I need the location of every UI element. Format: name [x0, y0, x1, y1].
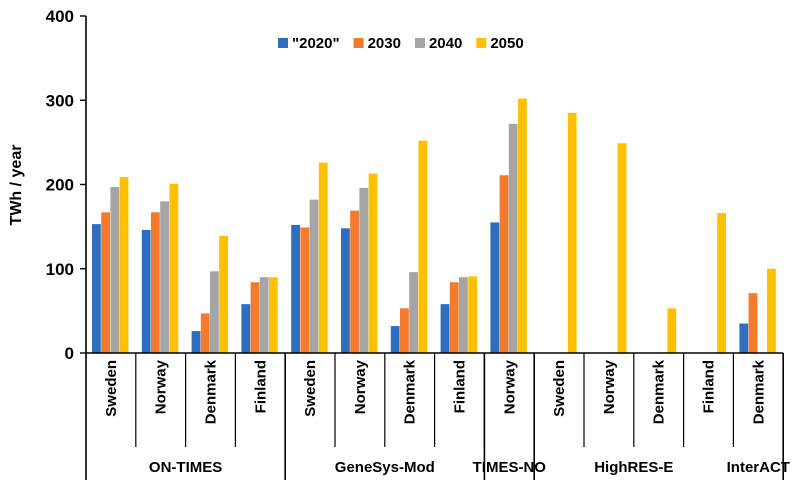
bar [300, 227, 310, 353]
legend-label: 2050 [490, 35, 523, 52]
y-tick-label: 100 [46, 260, 74, 279]
group-label: GeneSys-Mod [335, 459, 435, 476]
legend-label: 2030 [368, 35, 401, 52]
bar [309, 199, 319, 353]
legend-swatch [414, 38, 425, 48]
axes: 0 100 200 300 400 Sweden Norway Denmark Finland S… [46, 7, 790, 480]
bar [269, 277, 278, 353]
bar [459, 277, 468, 353]
bar [440, 304, 450, 353]
bar [219, 235, 228, 353]
category-label: Sweden [551, 360, 568, 417]
y-tick-label: 400 [46, 7, 74, 26]
bar [151, 212, 160, 353]
group-label: TIMES-NO [473, 459, 547, 476]
category-label: Norway [501, 359, 518, 414]
category-label: Finland [252, 360, 269, 413]
bar [717, 213, 726, 353]
bar [259, 277, 269, 353]
bar [409, 272, 418, 353]
bar [160, 201, 169, 353]
y-tick-label: 200 [46, 176, 74, 195]
bar [449, 282, 459, 353]
bar [368, 173, 378, 353]
bar [241, 304, 251, 353]
bar [191, 331, 201, 353]
bar [748, 293, 758, 353]
bar [169, 183, 179, 353]
category-label: Denmark [402, 359, 419, 424]
category-label: Norway [352, 359, 369, 414]
bar [250, 282, 260, 353]
bar [210, 271, 219, 353]
bar [508, 123, 518, 353]
group-label: ON-TIMES [149, 459, 222, 476]
group-label: HighRES-E [594, 459, 673, 476]
category-label: Denmark [651, 359, 668, 424]
category-label: Finland [452, 360, 469, 413]
category-label: Sweden [302, 360, 319, 417]
legend-label: 2040 [429, 35, 462, 52]
category-label: Norway [153, 359, 170, 414]
bar [110, 187, 120, 353]
category-label: Denmark [750, 359, 767, 424]
bar [667, 308, 677, 353]
bar [359, 187, 369, 353]
group-label: InterACT [727, 459, 790, 476]
bar [318, 162, 328, 353]
y-tick-label: 0 [65, 344, 74, 363]
legend-swatch [353, 38, 364, 48]
bar [92, 224, 101, 353]
bar [341, 228, 350, 353]
bar [350, 210, 359, 353]
y-tick-label: 300 [46, 91, 74, 110]
bar [101, 212, 110, 353]
bar [468, 276, 477, 353]
bar [617, 143, 627, 353]
bar [518, 98, 527, 353]
legend: "2020" 2030 2040 2050 [278, 35, 524, 52]
y-axis-title: TWh / year [8, 145, 25, 226]
bar [418, 140, 428, 353]
category-label: Finland [701, 360, 718, 413]
bar [400, 308, 409, 353]
bar [499, 175, 509, 353]
bar [291, 224, 300, 353]
bar [567, 112, 577, 353]
bar [119, 176, 129, 353]
bars [92, 98, 776, 353]
bar [767, 268, 776, 353]
bar [200, 313, 210, 353]
bar [141, 229, 151, 353]
category-label: Sweden [103, 360, 120, 417]
category-label: Norway [601, 359, 618, 414]
bar [390, 326, 400, 353]
legend-swatch [476, 38, 487, 48]
legend-label: "2020" [292, 35, 340, 52]
legend-swatch [278, 38, 288, 48]
bar [739, 323, 749, 353]
bar [490, 222, 500, 353]
category-label: Denmark [203, 359, 220, 424]
